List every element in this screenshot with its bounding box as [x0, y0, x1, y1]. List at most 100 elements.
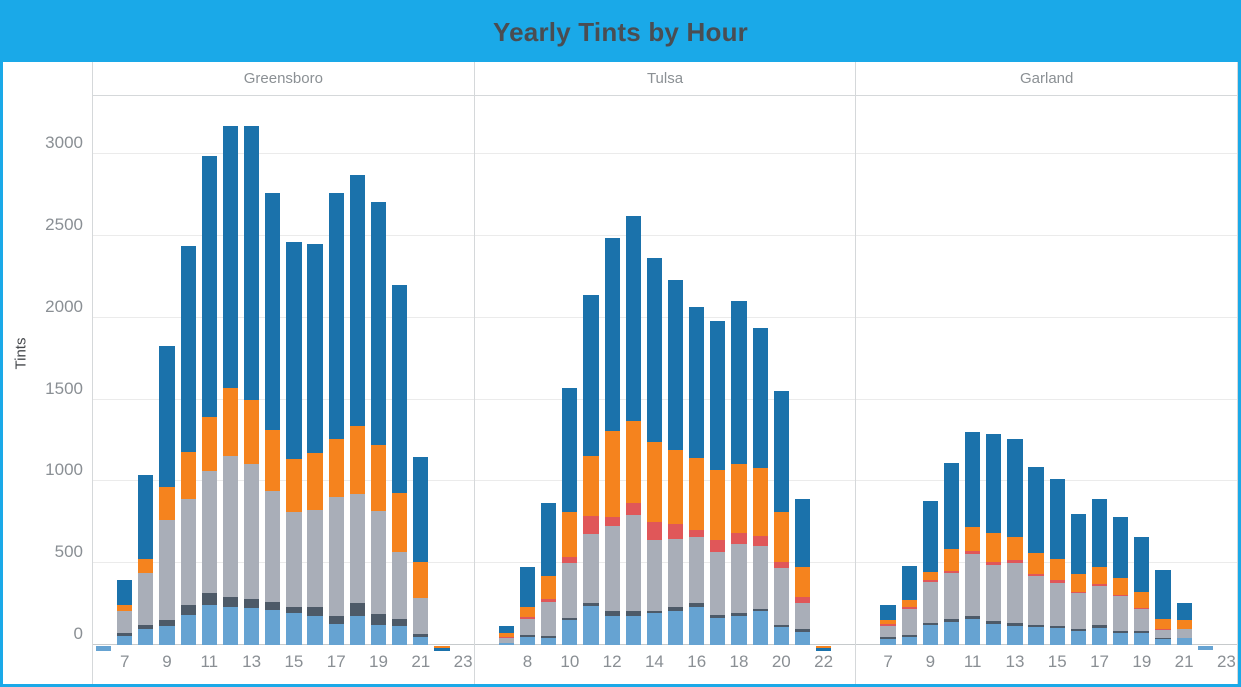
bar-segment-blue[interactable] [498, 626, 514, 634]
bar-hour-21[interactable] [413, 96, 429, 645]
bar-segment-blue[interactable] [222, 126, 239, 389]
bar-hour-17[interactable] [1091, 96, 1108, 645]
bar-segment-orange[interactable] [392, 492, 408, 552]
bar-segment-light-blue[interactable] [328, 623, 344, 645]
bar-segment-blue[interactable] [392, 285, 408, 493]
bar-segment-dark-slate[interactable] [370, 613, 387, 626]
bar-segment-light-blue[interactable] [519, 636, 536, 645]
bar-hour-13[interactable] [625, 96, 641, 645]
bar-hour-15[interactable] [667, 96, 684, 645]
bar-segment-light-blue[interactable] [413, 636, 429, 645]
bar-segment-orange[interactable] [1113, 578, 1129, 596]
bar-segment-gray[interactable] [562, 563, 578, 618]
bar-segment-light-blue[interactable] [1028, 627, 1044, 645]
bar-segment-dark-slate[interactable] [243, 599, 260, 609]
bar-segment-blue[interactable] [986, 434, 1002, 534]
bar-segment-blue[interactable] [1091, 499, 1108, 567]
bar-hour-11[interactable] [965, 96, 981, 645]
bar-hour-19[interactable] [752, 96, 768, 645]
bar-segment-light-blue[interactable] [201, 604, 217, 645]
bar-hour-20[interactable] [1155, 96, 1171, 645]
bar-segment-red[interactable] [965, 551, 981, 555]
bar-segment-blue[interactable] [1007, 439, 1023, 538]
bar-segment-orange[interactable] [583, 456, 599, 516]
bar-hour-11[interactable] [583, 96, 599, 645]
bar-segment-blue[interactable] [1176, 602, 1192, 620]
bar-segment-blue[interactable] [583, 294, 599, 456]
bar-segment-gray[interactable] [541, 602, 557, 636]
bar-segment-blue[interactable] [265, 193, 281, 430]
bar-segment-blue[interactable] [1113, 517, 1129, 579]
bar-segment-light-blue[interactable] [1134, 632, 1150, 645]
bar-segment-red[interactable] [1028, 574, 1044, 576]
bar-segment-orange[interactable] [370, 444, 387, 511]
bar-segment-gray[interactable] [498, 638, 514, 643]
bar-hour-6[interactable] [95, 96, 112, 651]
bar-segment-red[interactable] [1155, 629, 1171, 630]
bar-segment-blue[interactable] [413, 456, 429, 563]
bar-segment-orange[interactable] [1049, 559, 1065, 581]
bar-segment-red[interactable] [922, 579, 938, 582]
bar-segment-red[interactable] [986, 561, 1002, 565]
bar-hour-12[interactable] [222, 96, 239, 645]
bar-hour-22[interactable] [816, 96, 832, 651]
bar-hour-12[interactable] [604, 96, 620, 645]
bar-segment-blue[interactable] [243, 126, 260, 400]
bar-segment-red[interactable] [943, 570, 960, 574]
bar-segment-dark-slate[interactable] [117, 632, 133, 636]
bar-segment-blue[interactable] [519, 567, 536, 608]
bar-hour-7[interactable] [498, 96, 514, 645]
bar-segment-dark-slate[interactable] [328, 615, 344, 624]
bar-segment-blue[interactable] [604, 237, 620, 432]
bar-segment-orange[interactable] [773, 511, 789, 563]
bar-hour-21[interactable] [1176, 96, 1192, 645]
bar-segment-red[interactable] [646, 522, 663, 541]
bar-segment-red[interactable] [1007, 560, 1023, 563]
bar-segment-gray[interactable] [180, 498, 196, 605]
bar-segment-orange[interactable] [965, 527, 981, 552]
bar-segment-orange[interactable] [541, 576, 557, 600]
bar-segment-red[interactable] [583, 515, 599, 534]
bar-segment-dark-slate[interactable] [541, 636, 557, 639]
bar-segment-dark-slate[interactable] [1070, 629, 1086, 632]
bar-segment-orange[interactable] [328, 438, 344, 497]
bar-hour-11[interactable] [201, 96, 217, 645]
bar-segment-dark-slate[interactable] [562, 618, 578, 621]
bar-segment-light-blue[interactable] [1070, 631, 1086, 645]
bar-segment-light-blue[interactable] [265, 609, 281, 645]
bar-hour-21[interactable] [794, 96, 811, 645]
bar-segment-dark-slate[interactable] [689, 603, 705, 607]
bar-segment-gray[interactable] [901, 608, 917, 636]
bar-segment-orange[interactable] [710, 469, 726, 541]
bar-segment-dark-slate[interactable] [922, 623, 938, 626]
bar-segment-orange[interactable] [880, 619, 896, 625]
bar-segment-orange[interactable] [1007, 537, 1023, 561]
bar-segment-orange[interactable] [413, 562, 429, 599]
bar-segment-gray[interactable] [117, 610, 133, 633]
bar-segment-light-blue[interactable] [710, 618, 726, 645]
bar-segment-blue[interactable] [689, 307, 705, 459]
bar-segment-red[interactable] [498, 636, 514, 639]
bar-segment-dark-slate[interactable] [752, 609, 768, 612]
bar-segment-orange[interactable] [1176, 619, 1192, 630]
bar-segment-orange[interactable] [1028, 552, 1044, 574]
bar-segment-light-blue[interactable] [794, 631, 811, 645]
bar-hour-17[interactable] [328, 96, 344, 645]
bar-segment-light-blue[interactable] [604, 616, 620, 645]
bar-segment-orange[interactable] [986, 533, 1002, 562]
bar-segment-gray[interactable] [646, 540, 663, 611]
bar-segment-light-blue[interactable] [965, 619, 981, 645]
bar-segment-light-blue[interactable] [583, 605, 599, 645]
bar-hour-18[interactable] [1113, 96, 1129, 645]
bar-segment-orange[interactable] [625, 420, 641, 503]
bar-segment-orange[interactable] [222, 388, 239, 456]
bar-segment-gray[interactable] [1113, 596, 1129, 631]
bar-segment-blue[interactable] [710, 321, 726, 470]
bar-segment-gray[interactable] [943, 573, 960, 620]
bar-segment-orange[interactable] [901, 600, 917, 608]
bar-hour-10[interactable] [562, 96, 578, 645]
bar-segment-dark-slate[interactable] [265, 601, 281, 610]
bar-segment-gray[interactable] [1049, 583, 1065, 627]
bar-segment-dark-slate[interactable] [965, 616, 981, 620]
bar-segment-gray[interactable] [328, 496, 344, 616]
